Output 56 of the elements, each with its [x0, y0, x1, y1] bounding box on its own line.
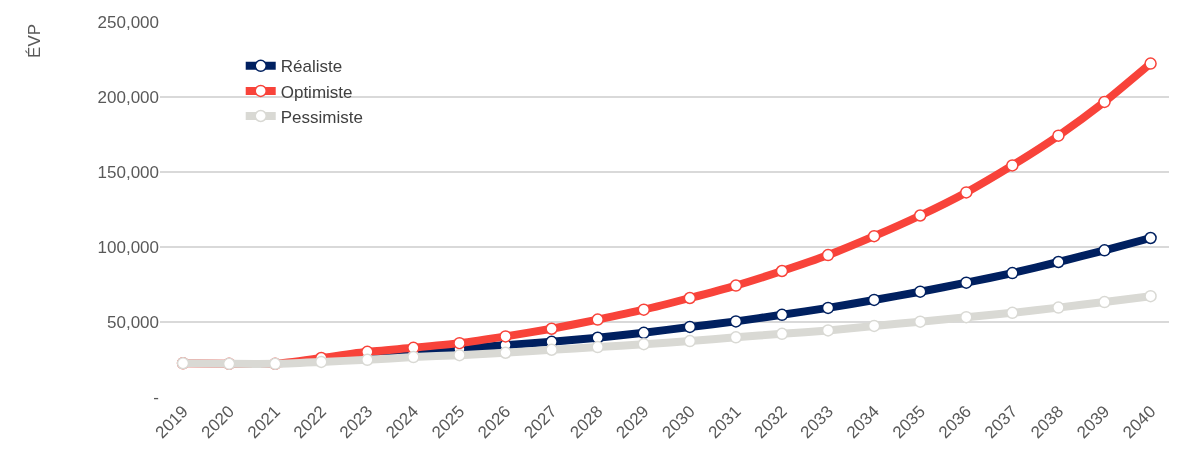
point	[960, 186, 973, 199]
point	[637, 303, 651, 316]
point	[683, 320, 697, 334]
point	[1052, 301, 1065, 314]
point	[867, 229, 881, 243]
point	[960, 276, 973, 289]
point	[729, 279, 743, 292]
point	[775, 308, 789, 322]
point	[1006, 306, 1019, 320]
point	[960, 310, 973, 324]
y-tick-label: -	[153, 387, 159, 407]
y-tick-label: 100,000	[97, 237, 159, 257]
point	[821, 248, 835, 262]
point	[913, 285, 927, 298]
point	[1006, 266, 1019, 280]
point	[1144, 231, 1157, 245]
y-tick-label: 150,000	[97, 162, 159, 182]
point	[1098, 244, 1111, 257]
point	[1144, 57, 1157, 70]
point	[361, 353, 374, 367]
point	[637, 337, 651, 351]
point	[821, 324, 835, 337]
point	[1098, 95, 1111, 109]
point	[729, 315, 743, 328]
y-tick-label: 200,000	[97, 87, 159, 107]
point	[637, 326, 651, 340]
point	[867, 293, 881, 307]
y-axis-title: ÉVP	[24, 23, 44, 58]
point	[545, 343, 558, 356]
point	[545, 322, 558, 335]
point	[775, 327, 789, 341]
point	[407, 350, 420, 364]
point	[1052, 255, 1065, 269]
y-tick-label: 250,000	[97, 12, 159, 32]
point	[1098, 295, 1111, 309]
point	[1144, 289, 1157, 303]
point	[1006, 159, 1019, 172]
point	[913, 315, 927, 328]
point	[821, 301, 835, 315]
point	[453, 348, 466, 362]
legend-label: Réaliste	[280, 57, 343, 77]
point	[867, 319, 881, 333]
point	[683, 291, 697, 305]
point	[453, 336, 466, 350]
point	[683, 334, 697, 348]
point	[499, 330, 512, 343]
point	[775, 264, 789, 278]
point	[591, 340, 604, 354]
legend-label: Pessimiste	[280, 107, 363, 127]
point	[913, 209, 927, 222]
legend-label: Optimiste	[280, 82, 353, 102]
point	[1052, 129, 1065, 142]
point	[499, 346, 512, 359]
point	[729, 331, 743, 344]
point	[591, 313, 604, 326]
y-tick-label: 50,000	[107, 312, 159, 332]
